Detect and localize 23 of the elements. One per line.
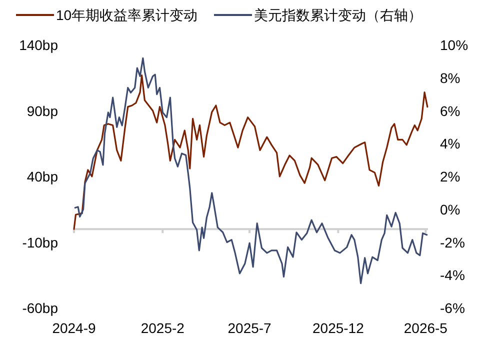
y2-tick-label: -2% bbox=[440, 234, 465, 250]
x-tick-label: 2026-5 bbox=[404, 320, 448, 336]
y2-tick-label: -6% bbox=[440, 300, 465, 316]
line-series bbox=[74, 57, 428, 284]
y2-tick-label: 2% bbox=[440, 168, 460, 184]
x-tick-label: 2025-2 bbox=[140, 320, 185, 336]
y-tick-label: 90bp bbox=[26, 102, 58, 119]
y2-tick-label: 6% bbox=[440, 102, 460, 119]
legend-label: 10年期收益率累计变动 bbox=[56, 7, 198, 23]
y-tick-label: 140bp bbox=[19, 37, 58, 53]
y2-tick-label: 8% bbox=[440, 70, 460, 86]
y-tick-label: 40bp bbox=[26, 168, 58, 184]
y2-tick-label: -4% bbox=[440, 267, 465, 284]
x-tick-label: 2024-9 bbox=[52, 320, 96, 336]
y-tick-label: -60bp bbox=[22, 300, 58, 316]
y-tick-label: -10bp bbox=[22, 234, 58, 250]
y2-tick-label: 4% bbox=[440, 136, 460, 152]
y2-tick-label: 0% bbox=[440, 201, 460, 218]
x-tick-label: 2025-7 bbox=[228, 320, 272, 336]
y2-tick-label: 10% bbox=[440, 37, 468, 53]
line-series bbox=[73, 74, 428, 230]
legend-label: 美元指数累计变动（右轴） bbox=[254, 7, 422, 23]
x-tick-label: 2025-12 bbox=[312, 320, 364, 336]
